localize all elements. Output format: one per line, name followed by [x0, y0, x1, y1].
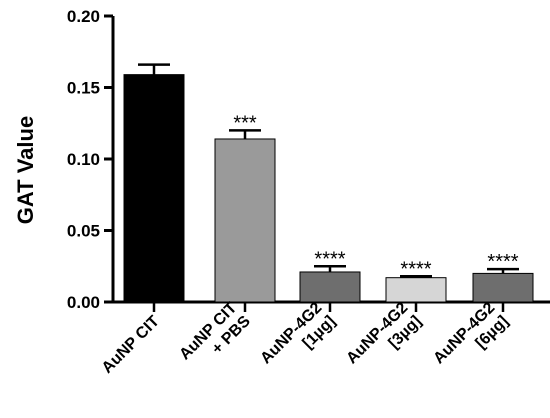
x-tick-label-group: AuNP CIT+ PBS — [176, 299, 254, 363]
bar — [472, 272, 534, 303]
y-tick-label: 0.20 — [67, 7, 100, 26]
bars — [123, 63, 534, 303]
x-tick-label-group: AuNP-4G2[3µg] — [343, 299, 424, 367]
y-tick-label: 0.10 — [67, 150, 100, 169]
bar — [299, 271, 361, 303]
bar — [123, 74, 185, 303]
x-tick-label: AuNP CIT — [99, 313, 163, 377]
x-tick-label-group: AuNP-4G2[6µg] — [430, 299, 511, 367]
significance-label: **** — [487, 251, 518, 273]
y-tick-label: 0.15 — [67, 79, 100, 98]
significance-label: **** — [314, 248, 345, 270]
y-tick-label: 0.00 — [67, 293, 100, 312]
x-tick-label-group: AuNP-4G2[1µg] — [257, 299, 338, 367]
significance-label: *** — [233, 112, 257, 134]
y-tick-label: 0.05 — [67, 222, 100, 241]
bar — [385, 277, 447, 303]
x-tick-label-group: AuNP CIT — [99, 313, 163, 377]
bar — [214, 138, 276, 303]
significance-label: **** — [400, 258, 431, 280]
y-axis-label: GAT Value — [13, 116, 38, 224]
